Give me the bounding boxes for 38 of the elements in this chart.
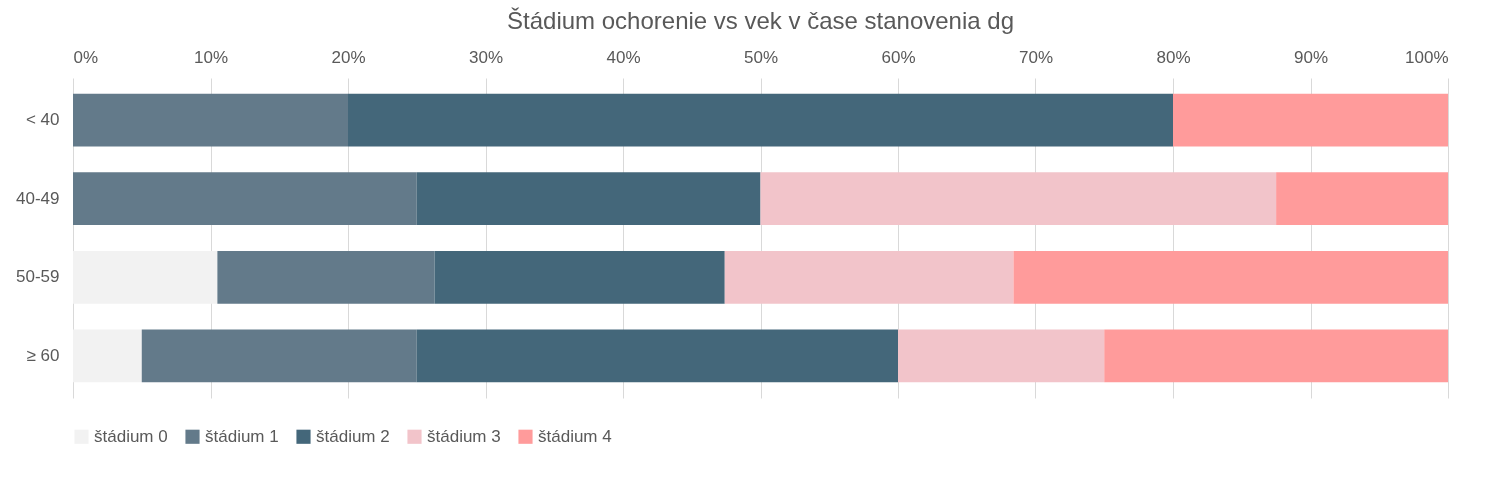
x-tick-label: 40%	[606, 47, 641, 67]
chart-title: Štádium ochorenie vs vek v čase stanovenia dg	[507, 7, 1014, 34]
y-tick-label: 40-49	[16, 188, 60, 208]
legend-label: štádium 4	[538, 426, 612, 446]
legend-label: štádium 2	[316, 426, 390, 446]
bar	[73, 172, 417, 226]
x-tick-label: 0%	[73, 47, 99, 67]
bar	[141, 329, 417, 383]
x-tick-label: 10%	[193, 47, 229, 67]
x-tick-label: 60%	[881, 47, 916, 67]
y-tick-label: < 40	[25, 110, 60, 130]
bar	[217, 250, 435, 304]
bar	[724, 250, 1014, 304]
x-tick-label: 20%	[331, 47, 366, 67]
bar	[73, 93, 348, 147]
x-tick-label: 100%	[1405, 47, 1449, 67]
x-tick-label: 80%	[1156, 47, 1191, 67]
bar	[416, 172, 761, 226]
bar	[73, 329, 142, 383]
bar	[898, 329, 1105, 383]
bar	[1173, 93, 1448, 147]
x-tick-label: 70%	[1018, 47, 1054, 67]
bar	[434, 250, 725, 304]
x-tick-label: 90%	[1293, 47, 1329, 67]
bar	[1276, 172, 1448, 226]
bar	[416, 329, 898, 383]
bar	[348, 93, 1173, 147]
bar	[1013, 250, 1448, 304]
legend-label: štádium 3	[427, 426, 501, 446]
bar	[760, 172, 1277, 226]
y-tick-label: ≥ 60	[26, 345, 60, 365]
bar	[1104, 329, 1448, 383]
legend-label: štádium 1	[205, 426, 279, 446]
x-tick-label: 30%	[468, 47, 504, 67]
x-tick-label: 50%	[743, 47, 779, 67]
y-tick-label: 50-59	[16, 267, 60, 287]
legend-label: štádium 0	[94, 426, 168, 446]
bar	[73, 250, 218, 304]
